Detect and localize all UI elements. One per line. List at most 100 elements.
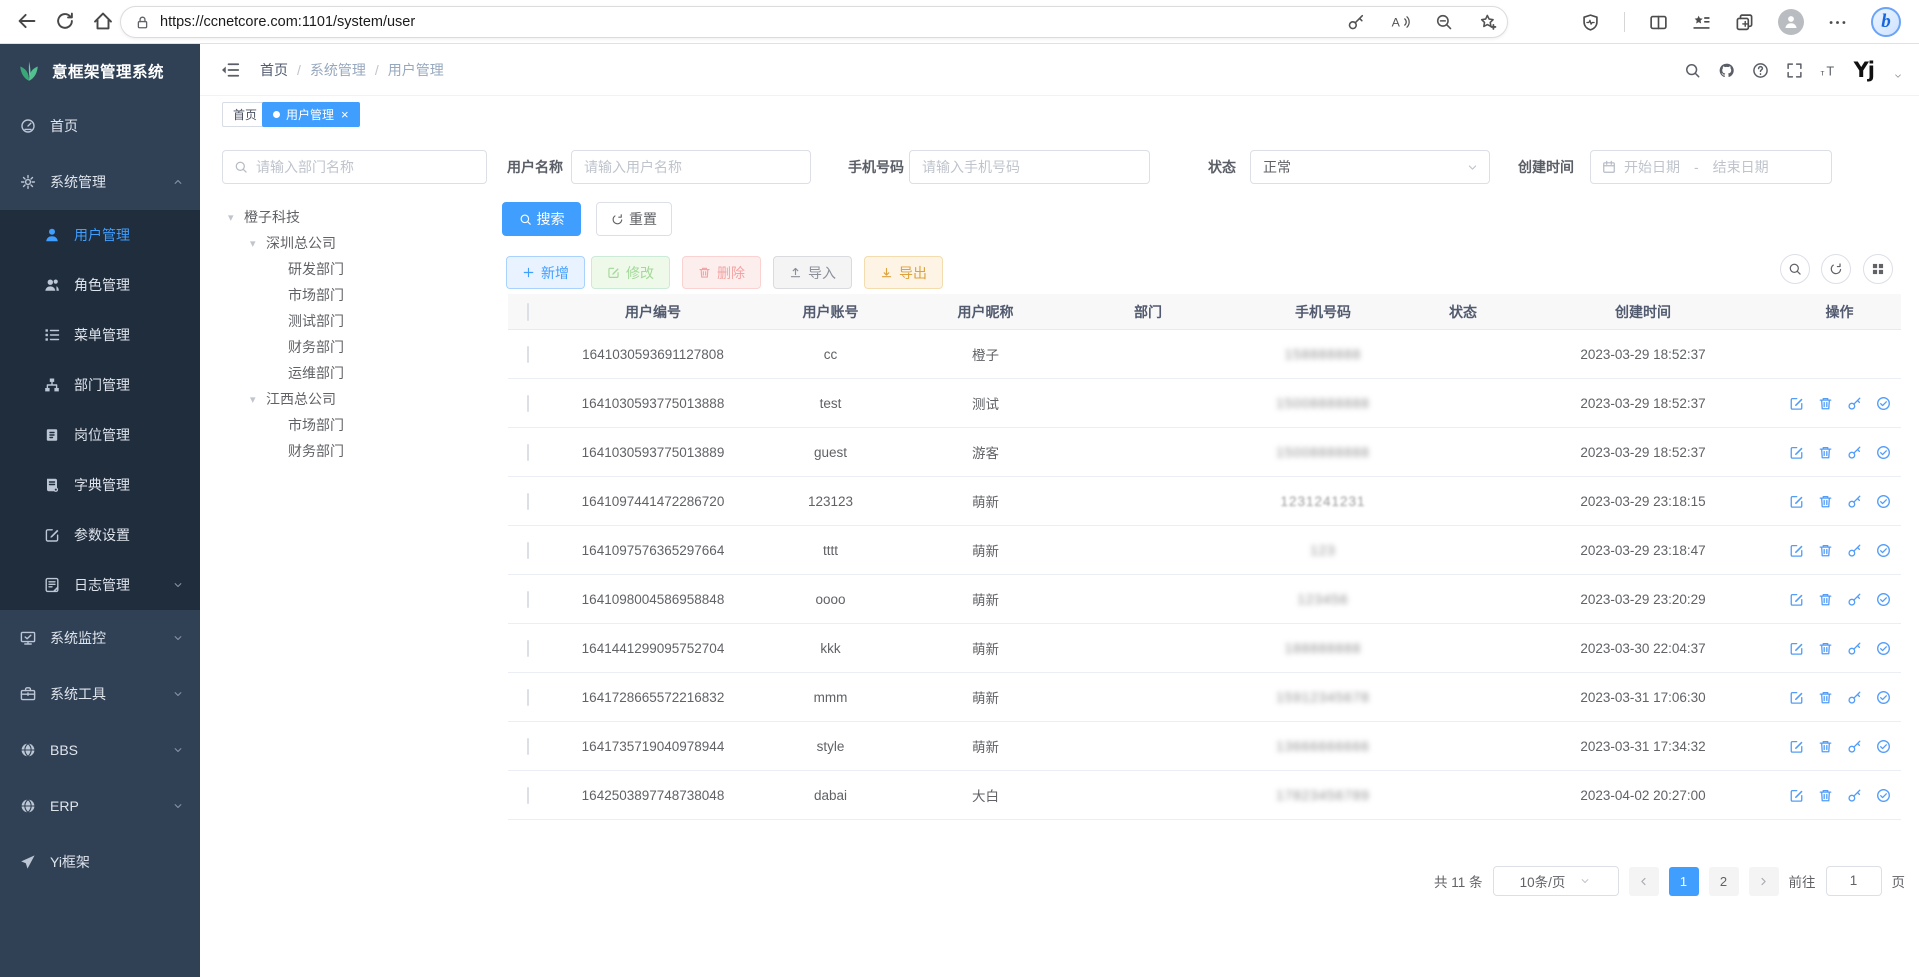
- edit-square-icon[interactable]: [1789, 592, 1804, 607]
- edit-square-icon[interactable]: [1789, 641, 1804, 656]
- lock-icon[interactable]: [135, 15, 150, 30]
- user-logo[interactable]: Yj: [1853, 58, 1875, 82]
- sidebar-item-日志管理[interactable]: 日志管理: [0, 560, 200, 610]
- collapse-sidebar-icon[interactable]: [220, 60, 240, 80]
- favorites-bar-icon[interactable]: [1692, 13, 1711, 32]
- export-button[interactable]: 导出: [864, 256, 943, 289]
- row-checkbox[interactable]: [527, 492, 529, 510]
- sidebar-item-BBS[interactable]: BBS: [0, 722, 200, 778]
- row-checkbox[interactable]: [527, 590, 529, 608]
- sidebar-item-字典管理[interactable]: 字典管理: [0, 460, 200, 510]
- tree-node-财务部门[interactable]: 财务部门: [222, 438, 492, 464]
- page-size-select[interactable]: 10条/页: [1492, 866, 1619, 896]
- sidebar-item-Yi框架[interactable]: Yi框架: [0, 834, 200, 890]
- trash-icon[interactable]: [1818, 445, 1833, 460]
- tab-close-icon[interactable]: ×: [341, 107, 349, 122]
- edit-square-icon[interactable]: [1789, 396, 1804, 411]
- profile-avatar-icon[interactable]: [1778, 9, 1804, 35]
- phone-input[interactable]: 请输入手机号码: [909, 150, 1150, 184]
- split-screen-icon[interactable]: [1649, 13, 1668, 32]
- sidebar-item-菜单管理[interactable]: 菜单管理: [0, 310, 200, 360]
- trash-icon[interactable]: [1818, 788, 1833, 803]
- key-icon[interactable]: [1847, 641, 1862, 656]
- delete-button[interactable]: 删除: [682, 256, 761, 289]
- edit-square-icon[interactable]: [1789, 739, 1804, 754]
- username-input[interactable]: 请输入用户名称: [571, 150, 811, 184]
- sidebar-item-系统监控[interactable]: 系统监控: [0, 610, 200, 666]
- key-icon[interactable]: [1847, 494, 1862, 509]
- dept-search-input[interactable]: 请输入部门名称: [222, 150, 487, 184]
- sidebar-item-角色管理[interactable]: 角色管理: [0, 260, 200, 310]
- trash-icon[interactable]: [1818, 396, 1833, 411]
- sidebar-item-首页[interactable]: 首页: [0, 98, 200, 154]
- read-aloud-icon[interactable]: A: [1391, 13, 1410, 31]
- row-checkbox[interactable]: [527, 345, 529, 363]
- check-circle-icon[interactable]: [1876, 739, 1891, 754]
- goto-page-input[interactable]: 1: [1825, 866, 1882, 896]
- breadcrumb-home[interactable]: 首页: [260, 62, 288, 78]
- key-icon[interactable]: [1347, 13, 1365, 31]
- key-icon[interactable]: [1847, 396, 1862, 411]
- app-logo[interactable]: 意框架管理系统: [0, 44, 200, 98]
- tree-expand-caret[interactable]: ▾: [228, 211, 234, 224]
- tree-node-深圳总公司[interactable]: ▾ 深圳总公司: [222, 230, 492, 256]
- help-icon[interactable]: [1752, 62, 1769, 79]
- row-checkbox[interactable]: [527, 786, 529, 804]
- trash-icon[interactable]: [1818, 641, 1833, 656]
- reload-icon[interactable]: [54, 10, 76, 32]
- import-button[interactable]: 导入: [773, 256, 852, 289]
- tree-expand-caret[interactable]: ▾: [250, 393, 256, 406]
- key-icon[interactable]: [1847, 690, 1862, 705]
- key-icon[interactable]: [1847, 445, 1862, 460]
- trash-icon[interactable]: [1818, 690, 1833, 705]
- edit-button[interactable]: 修改: [591, 256, 670, 289]
- next-page-button[interactable]: [1748, 866, 1779, 896]
- tab-user-management[interactable]: 用户管理 ×: [262, 102, 360, 127]
- url-text[interactable]: https://ccnetcore.com:1101/system/user: [160, 14, 416, 30]
- edit-square-icon[interactable]: [1789, 445, 1804, 460]
- add-button[interactable]: 新增: [506, 256, 585, 289]
- bing-chat-icon[interactable]: b: [1871, 7, 1901, 37]
- key-icon[interactable]: [1847, 788, 1862, 803]
- trash-icon[interactable]: [1818, 494, 1833, 509]
- sidebar-item-参数设置[interactable]: 参数设置: [0, 510, 200, 560]
- search-icon[interactable]: [1684, 62, 1701, 79]
- sidebar-item-岗位管理[interactable]: 岗位管理: [0, 410, 200, 460]
- essentials-icon[interactable]: [1581, 13, 1600, 32]
- page-button-2[interactable]: 2: [1708, 866, 1739, 896]
- row-checkbox[interactable]: [527, 443, 529, 461]
- check-circle-icon[interactable]: [1876, 641, 1891, 656]
- sidebar-item-用户管理[interactable]: 用户管理: [0, 210, 200, 260]
- table-columns-button[interactable]: [1863, 254, 1893, 284]
- row-checkbox[interactable]: [527, 737, 529, 755]
- trash-icon[interactable]: [1818, 543, 1833, 558]
- address-bar[interactable]: https://ccnetcore.com:1101/system/user A: [120, 6, 1508, 38]
- trash-icon[interactable]: [1818, 739, 1833, 754]
- tree-node-运维部门[interactable]: 运维部门: [222, 360, 492, 386]
- row-checkbox[interactable]: [527, 639, 529, 657]
- back-icon[interactable]: [16, 10, 38, 32]
- check-circle-icon[interactable]: [1876, 788, 1891, 803]
- check-circle-icon[interactable]: [1876, 494, 1891, 509]
- key-icon[interactable]: [1847, 592, 1862, 607]
- collections-icon[interactable]: [1735, 13, 1754, 32]
- edit-square-icon[interactable]: [1789, 690, 1804, 705]
- page-button-1[interactable]: 1: [1668, 866, 1699, 896]
- prev-page-button[interactable]: [1628, 866, 1659, 896]
- check-circle-icon[interactable]: [1876, 543, 1891, 558]
- check-circle-icon[interactable]: [1876, 396, 1891, 411]
- tree-node-财务部门[interactable]: 财务部门: [222, 334, 492, 360]
- row-checkbox[interactable]: [527, 541, 529, 559]
- tree-node-橙子科技[interactable]: ▾ 橙子科技: [222, 204, 492, 230]
- edit-square-icon[interactable]: [1789, 494, 1804, 509]
- key-icon[interactable]: [1847, 543, 1862, 558]
- more-icon[interactable]: [1828, 13, 1847, 32]
- sidebar-item-ERP[interactable]: ERP: [0, 778, 200, 834]
- sidebar-item-系统管理[interactable]: 系统管理: [0, 154, 200, 210]
- key-icon[interactable]: [1847, 739, 1862, 754]
- fullscreen-icon[interactable]: [1786, 62, 1803, 79]
- table-refresh-button[interactable]: [1821, 254, 1851, 284]
- tree-node-市场部门[interactable]: 市场部门: [222, 412, 492, 438]
- breadcrumb-system[interactable]: 系统管理: [309, 62, 366, 78]
